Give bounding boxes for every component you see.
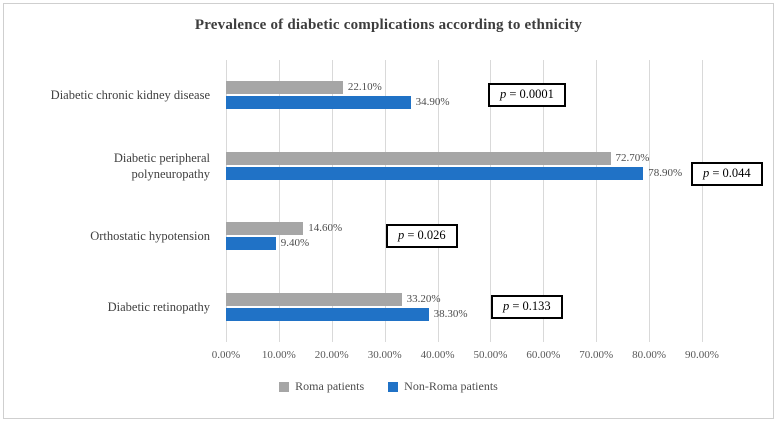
p-symbol: p xyxy=(503,298,510,313)
p-value-box: p = 0.026 xyxy=(386,224,458,249)
category-label: Diabetic retinopathy xyxy=(107,299,210,314)
category-label: Diabetic peripheral polyneuropathy xyxy=(113,150,210,181)
legend-swatch xyxy=(279,381,290,392)
bar-non-roma xyxy=(226,96,411,110)
gridline xyxy=(331,60,333,342)
x-tick-label: 10.00% xyxy=(261,349,296,361)
x-tick-label: 60.00% xyxy=(526,349,561,361)
value-label: 9.40% xyxy=(280,237,310,250)
x-tick-label: 30.00% xyxy=(367,349,402,361)
x-tick-label: 50.00% xyxy=(473,349,508,361)
bar-roma xyxy=(226,151,611,165)
gridline xyxy=(543,60,545,342)
gridline xyxy=(490,60,492,342)
category-label: Diabetic chronic kidney disease xyxy=(50,88,210,103)
bar-non-roma xyxy=(226,237,276,251)
value-label: 78.90% xyxy=(648,166,683,179)
x-tick-label: 70.00% xyxy=(579,349,614,361)
category-label: Orthostatic hypotension xyxy=(90,229,210,244)
legend-swatch xyxy=(388,381,399,392)
p-value-box: p = 0.133 xyxy=(491,294,563,319)
value-label: 33.20% xyxy=(406,292,441,305)
value-label: 38.30% xyxy=(433,307,468,320)
bar-roma xyxy=(226,222,304,236)
plot-area: 22.10% 34.90% 72.70% 78.90% 14.60% 9.40% 33.20… xyxy=(226,60,703,342)
value-label: 22.10% xyxy=(347,81,382,94)
gridline xyxy=(278,60,280,342)
bar-roma xyxy=(226,81,343,95)
x-tick-label: 0.00% xyxy=(211,349,241,361)
gridline xyxy=(702,60,703,342)
gridline xyxy=(437,60,439,342)
chart-figure: Prevalence of diabetic complications acc… xyxy=(3,3,774,419)
p-value-box: p = 0.0001 xyxy=(488,83,566,108)
value-label: 34.90% xyxy=(415,96,450,109)
bar-non-roma xyxy=(226,307,429,321)
gridline xyxy=(649,60,651,342)
value-label: 14.60% xyxy=(308,222,343,235)
x-tick-label: 40.00% xyxy=(420,349,455,361)
bar-roma xyxy=(226,292,402,306)
gridline xyxy=(226,60,227,342)
p-symbol: p xyxy=(398,228,405,243)
legend-label: Non-Roma patients xyxy=(404,379,498,393)
gridline xyxy=(384,60,386,342)
chart-title: Prevalence of diabetic complications acc… xyxy=(194,17,583,33)
p-symbol: p xyxy=(500,87,507,102)
value-label: 72.70% xyxy=(615,151,650,164)
p-value-box: p = 0.044 xyxy=(691,161,763,186)
x-tick-label: 20.00% xyxy=(314,349,349,361)
legend-item: Non-Roma patients xyxy=(388,379,498,394)
chart-legend: Roma patients Non-Roma patients xyxy=(4,379,773,394)
gridline xyxy=(596,60,598,342)
p-symbol: p xyxy=(703,165,710,180)
x-tick-label: 90.00% xyxy=(685,349,719,361)
bar-non-roma xyxy=(226,166,644,180)
x-tick-label: 80.00% xyxy=(632,349,667,361)
legend-item: Roma patients xyxy=(279,379,364,394)
legend-label: Roma patients xyxy=(295,379,365,393)
